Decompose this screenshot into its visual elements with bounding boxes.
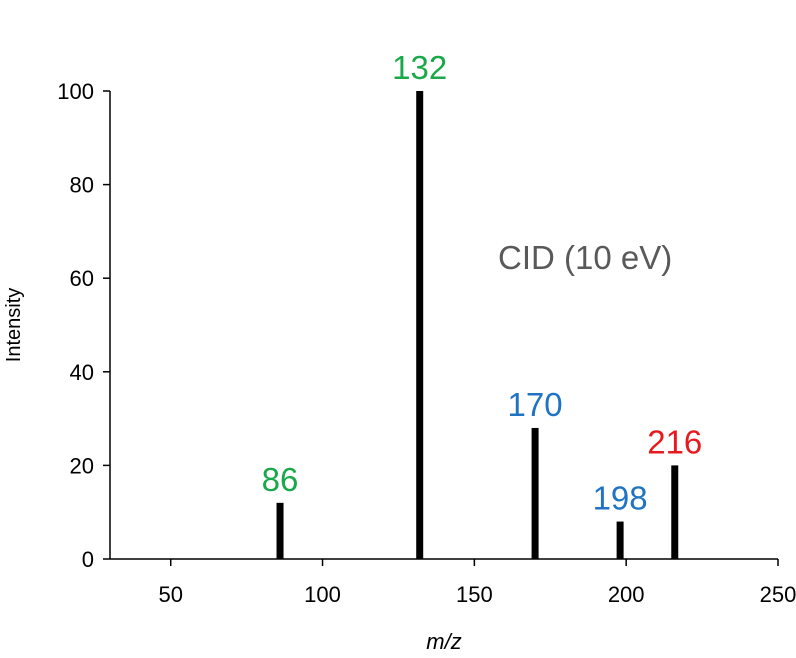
x-tick-label: 250 bbox=[760, 582, 796, 607]
y-tick-label: 0 bbox=[82, 547, 94, 572]
peak-label-216: 216 bbox=[647, 423, 702, 460]
x-axis-title: m/z bbox=[426, 629, 461, 654]
peak-bar-86 bbox=[276, 502, 284, 559]
y-tick-label: 80 bbox=[70, 173, 94, 198]
peak-bar-216 bbox=[671, 465, 679, 559]
peak-labels: 86 132 170 198 216 bbox=[262, 49, 703, 517]
x-tick-label: 150 bbox=[456, 582, 493, 607]
peak-bar-170 bbox=[531, 427, 539, 559]
y-axis: 0 20 40 60 80 100 bbox=[57, 79, 111, 572]
y-tick-label: 20 bbox=[70, 453, 94, 478]
y-tick-label: 40 bbox=[70, 360, 94, 385]
peak-label-170: 170 bbox=[508, 386, 563, 423]
peak-label-86: 86 bbox=[262, 461, 299, 498]
y-tick-label: 60 bbox=[70, 266, 94, 291]
spectrum-peaks bbox=[276, 91, 679, 559]
peak-label-132: 132 bbox=[392, 49, 447, 86]
peak-bar-198 bbox=[616, 521, 624, 559]
y-axis-title: Intensity bbox=[3, 288, 25, 362]
peak-label-198: 198 bbox=[593, 480, 648, 517]
x-tick-label: 200 bbox=[608, 582, 645, 607]
cid-annotation: CID (10 eV) bbox=[498, 239, 672, 276]
peak-bar-132 bbox=[416, 91, 424, 559]
x-tick-label: 100 bbox=[304, 582, 341, 607]
x-axis: 50 100 150 200 250 bbox=[110, 558, 796, 607]
y-tick-label: 100 bbox=[57, 79, 94, 104]
x-tick-label: 50 bbox=[158, 582, 182, 607]
